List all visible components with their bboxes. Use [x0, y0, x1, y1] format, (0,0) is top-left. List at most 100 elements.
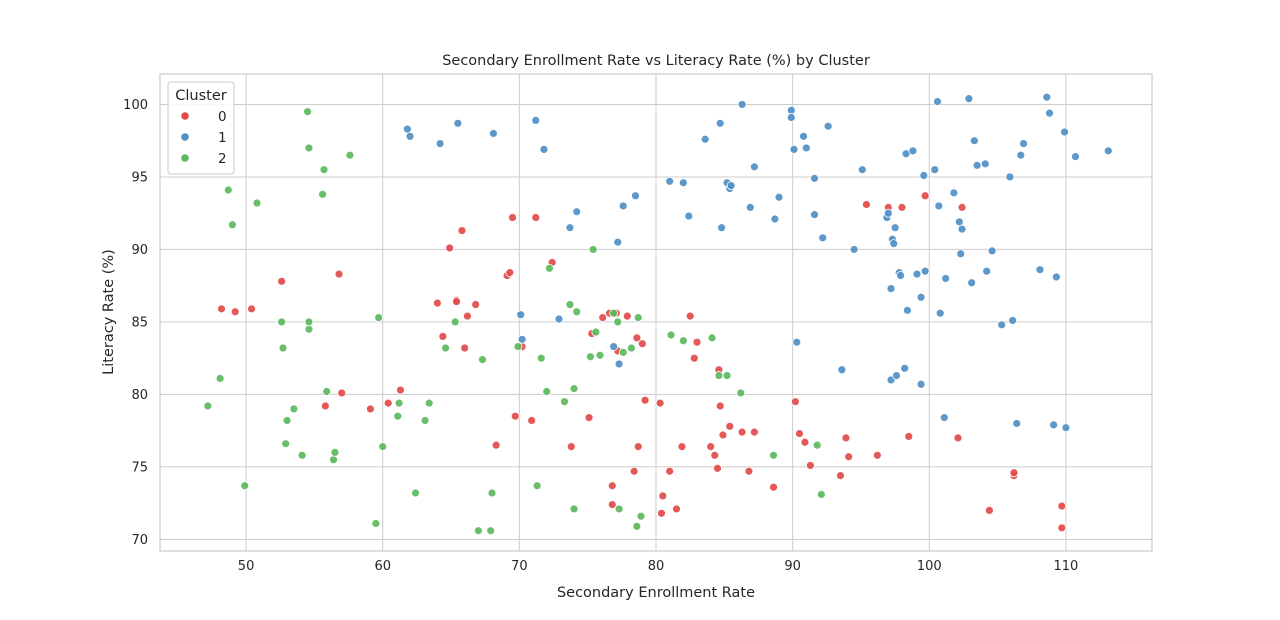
data-point [672, 504, 681, 514]
data-point [607, 481, 617, 491]
legend-marker [180, 153, 190, 163]
data-point [789, 144, 799, 154]
data-point [334, 269, 344, 279]
data-point [969, 136, 979, 146]
data-point [849, 245, 859, 254]
x-tick-label: 100 [917, 559, 942, 574]
x-tick-label: 50 [238, 559, 255, 574]
data-point [770, 214, 780, 224]
chart-title: Secondary Enrollment Rate vs Literacy Ra… [442, 53, 870, 69]
data-point [396, 385, 405, 395]
data-point [633, 442, 643, 452]
data-point [614, 359, 624, 369]
data-point [920, 191, 930, 201]
y-tick-label: 80 [131, 388, 148, 403]
data-point [658, 491, 668, 501]
data-point [595, 350, 605, 360]
x-tick-label: 90 [784, 559, 801, 574]
data-point [810, 210, 819, 220]
data-point [584, 413, 594, 423]
data-point [886, 284, 896, 293]
data-point [810, 173, 819, 183]
data-point [320, 401, 330, 411]
data-point [957, 224, 967, 234]
data-point [972, 160, 982, 170]
data-point [684, 211, 694, 221]
data-point [792, 337, 802, 347]
data-point [491, 440, 501, 450]
legend-label: 2 [218, 151, 227, 167]
data-point [560, 397, 569, 407]
data-point [736, 388, 746, 398]
data-point [903, 305, 912, 315]
data-point [823, 121, 833, 131]
data-point [956, 249, 966, 259]
data-point [277, 276, 287, 286]
data-point [933, 97, 942, 106]
data-point [304, 143, 314, 153]
data-point [930, 165, 940, 175]
data-point [554, 314, 564, 324]
data-point [715, 401, 725, 411]
data-points [203, 92, 1113, 536]
legend-items: 0 1 2 [180, 109, 227, 167]
data-point [572, 307, 582, 317]
data-point [318, 189, 328, 199]
data-point [1016, 150, 1026, 160]
data-point [1071, 152, 1080, 162]
data-point [900, 363, 910, 373]
data-point [432, 298, 442, 308]
data-point [614, 504, 624, 514]
data-point [508, 213, 517, 222]
data-point [984, 506, 994, 515]
data-point [655, 398, 665, 408]
data-point [640, 395, 650, 405]
data-point [774, 192, 784, 202]
data-point [725, 421, 735, 431]
data-point [513, 342, 523, 351]
data-point [632, 521, 642, 531]
data-point [607, 500, 617, 510]
data-point [954, 217, 964, 227]
data-point [657, 508, 666, 518]
data-point [460, 343, 470, 353]
data-point [713, 463, 722, 473]
legend: Cluster 0 1 2 [167, 81, 235, 175]
data-point [1061, 423, 1071, 433]
data-point [717, 223, 726, 233]
data-point [726, 181, 736, 191]
y-tick-label: 75 [131, 460, 148, 475]
data-point [531, 213, 541, 222]
data-point [486, 526, 496, 536]
data-point [896, 271, 905, 280]
data-point [1012, 419, 1022, 428]
data-point [883, 208, 893, 218]
data-point [1051, 272, 1061, 282]
data-point [394, 398, 404, 408]
x-axis-label: Secondary Enrollment Rate [557, 585, 755, 601]
data-point [223, 185, 233, 195]
data-point [609, 308, 619, 318]
data-point [862, 200, 871, 209]
data-point [939, 413, 949, 423]
data-point [411, 488, 420, 498]
data-point [516, 310, 526, 320]
data-point [800, 437, 810, 447]
data-point [588, 245, 598, 254]
data-point [565, 223, 575, 233]
data-point [912, 269, 922, 279]
data-point [402, 124, 412, 134]
data-point [393, 411, 403, 421]
legend-box [167, 81, 235, 175]
data-point [613, 317, 623, 327]
data-point [345, 150, 355, 160]
data-point [666, 330, 676, 340]
data-point [527, 416, 537, 425]
data-point [857, 165, 867, 175]
data-point [1019, 139, 1028, 148]
data-point [435, 139, 445, 148]
legend-marker [180, 132, 190, 142]
data-point [812, 440, 822, 450]
data-point [935, 308, 945, 318]
data-point [230, 307, 240, 317]
